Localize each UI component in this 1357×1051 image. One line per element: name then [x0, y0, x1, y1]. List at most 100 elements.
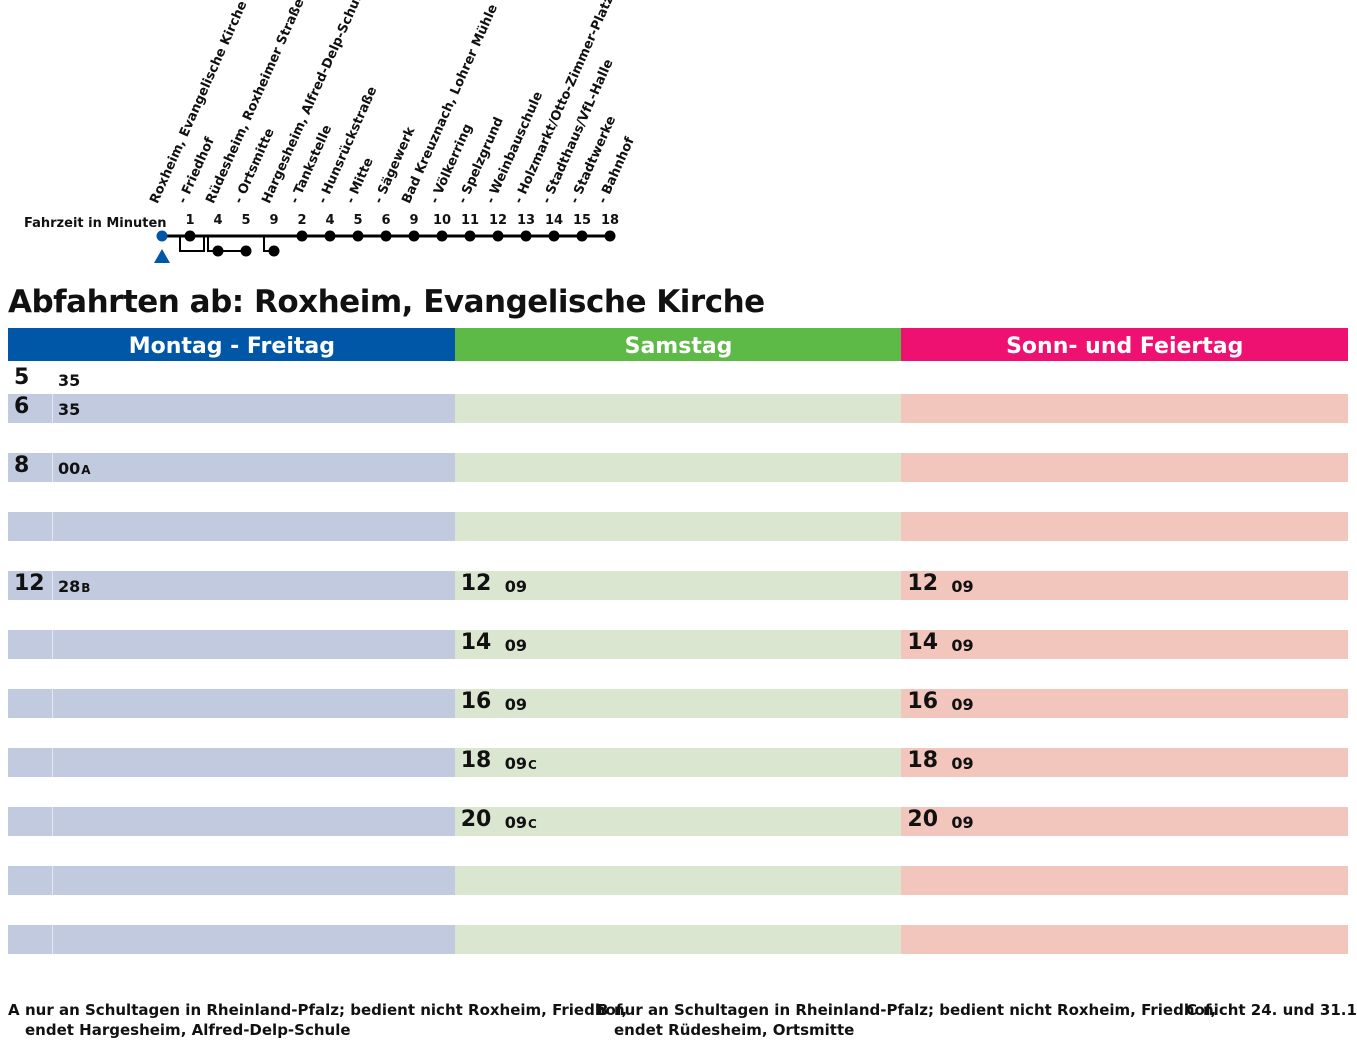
- stop-time: 18: [600, 213, 620, 228]
- minutes-value: 28: [58, 577, 81, 597]
- row-band: [454, 924, 903, 954]
- row-band: [8, 453, 456, 483]
- footnote-marker: A: [81, 463, 91, 478]
- stop-dot: [548, 230, 560, 242]
- footnote-text: endet Rüdesheim, Ortsmitte: [614, 1021, 855, 1039]
- departure-minutes: 09: [951, 808, 973, 837]
- departure-minutes: 09: [505, 572, 527, 601]
- footnote-key: A: [8, 1001, 20, 1019]
- stop-dot: [212, 245, 224, 257]
- stop-time: 12: [488, 213, 508, 228]
- route-branch-ruedesheim: [207, 236, 246, 252]
- stop-dot: [324, 230, 336, 242]
- row-band: [8, 747, 456, 777]
- minutes-value: 09: [951, 812, 974, 832]
- stop-time: 9: [409, 213, 419, 228]
- row-band: [454, 630, 903, 660]
- departure-hour: 20: [460, 806, 492, 832]
- departure-hour: 16: [907, 688, 939, 714]
- stop-time: 5: [241, 213, 251, 228]
- minutes-value: 09: [504, 753, 527, 773]
- row-band: [901, 453, 1349, 483]
- stop-dot: [380, 230, 392, 242]
- route-line: [154, 230, 616, 263]
- minutes-value: 35: [58, 371, 81, 390]
- stop-time: 1: [185, 213, 195, 228]
- stop-time: 10: [432, 213, 452, 228]
- footnote-key: B: [597, 1001, 609, 1019]
- route-branch-friedhof: [179, 236, 205, 252]
- minutes-value: 09: [951, 577, 974, 597]
- row-band: [901, 512, 1349, 542]
- minutes-value: 09: [504, 812, 527, 832]
- stop-time: 13: [516, 213, 536, 228]
- row-band: [901, 688, 1349, 718]
- departure-hour: 20: [907, 806, 939, 832]
- row-band: [901, 571, 1349, 601]
- stop-dot: [352, 230, 364, 242]
- page-title: Abfahrten ab: Roxheim, Evangelische Kirc…: [8, 284, 765, 320]
- departure-hour: 12: [907, 571, 939, 597]
- departure-hour: 12: [460, 571, 492, 597]
- row-band: [454, 806, 903, 836]
- footnote-text: nicht 24. und 31.12.: [1203, 1001, 1357, 1019]
- origin-marker-icon: [154, 249, 170, 263]
- departure-hour: 8: [14, 453, 30, 479]
- row-band: [901, 394, 1349, 424]
- stop-dot: [268, 245, 280, 257]
- footnote-text: nur an Schultagen in Rheinland-Pfalz; be…: [614, 1001, 1217, 1019]
- departure-minutes: 28B: [58, 572, 90, 603]
- stop-time: 9: [269, 213, 279, 228]
- stop-dot: [604, 230, 616, 242]
- row-band: [8, 688, 456, 718]
- stop-time: 11: [460, 213, 480, 228]
- minutes-value: 09: [951, 753, 974, 773]
- minutes-value: 09: [951, 636, 974, 656]
- stop-dot: [296, 230, 308, 242]
- departure-minutes: 09: [505, 631, 527, 660]
- travel-time-label: Fahrzeit in Minuten: [24, 216, 167, 231]
- departure-hour: 6: [14, 394, 30, 420]
- row-band: [8, 571, 456, 601]
- row-band: [8, 630, 456, 660]
- departure-minutes: 35: [58, 366, 80, 395]
- footnote-marker: C: [527, 816, 537, 831]
- route-diagram: Fahrzeit in Minuten Roxheim, Evangelisch…: [0, 0, 700, 270]
- stop-time: 2: [297, 213, 307, 228]
- row-band: [8, 394, 456, 424]
- departure-minutes: 09: [505, 690, 527, 719]
- stop-dot: [184, 230, 196, 242]
- row-band: [454, 688, 903, 718]
- stop-time: 4: [213, 213, 223, 228]
- column-header-1: Samstag: [454, 328, 903, 361]
- row-band: [454, 512, 903, 542]
- stop-dot: [520, 230, 532, 242]
- row-band: [454, 747, 903, 777]
- row-band: [454, 453, 903, 483]
- stop-time: 4: [325, 213, 335, 228]
- footnote-text: endet Hargesheim, Alfred-Delp-Schule: [25, 1021, 351, 1039]
- row-band: [8, 924, 456, 954]
- row-band: [454, 865, 903, 895]
- row-band: [901, 865, 1349, 895]
- departure-hour: 16: [460, 688, 492, 714]
- stop-dot: [464, 230, 476, 242]
- departure-hour: 14: [460, 630, 492, 656]
- minutes-value: 35: [58, 400, 81, 420]
- departure-minutes: 09C: [505, 749, 537, 780]
- row-band: [8, 865, 456, 895]
- departure-hour: 14: [907, 630, 939, 656]
- stop-time: 6: [381, 213, 391, 228]
- minutes-value: 09: [504, 577, 527, 597]
- row-band: [901, 806, 1349, 836]
- departure-minutes: 09C: [505, 808, 537, 839]
- footnote-text: nur an Schultagen in Rheinland-Pfalz; be…: [25, 1001, 628, 1019]
- stop-time: 15: [572, 213, 592, 228]
- row-band: [454, 571, 903, 601]
- footnote-marker: B: [81, 581, 91, 596]
- footnote-marker: C: [527, 757, 537, 772]
- stop-dot: [436, 230, 448, 242]
- departure-minutes: 09: [951, 749, 973, 778]
- minutes-value: 09: [504, 636, 527, 656]
